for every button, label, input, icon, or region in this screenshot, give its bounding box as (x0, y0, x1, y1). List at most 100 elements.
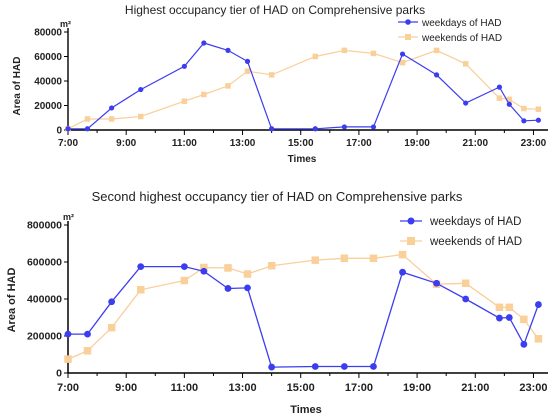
x-tick-label: 9:00 (116, 138, 136, 149)
data-point-weekends (107, 323, 116, 332)
x-axis-label: Times (290, 404, 322, 416)
chart-title: Highest occupancy tier of HAD on Compreh… (125, 3, 425, 17)
data-point-weekdays (535, 301, 542, 308)
legend-marker-weekends (407, 237, 415, 245)
unit-label: m² (60, 19, 71, 29)
x-tick-label: 19:00 (404, 138, 430, 149)
y-tick-label: 40000 (34, 77, 62, 88)
data-point-weekdays (505, 314, 513, 321)
data-point-weekends (370, 50, 377, 57)
legend-marker-weekdays (405, 19, 411, 25)
y-tick-label: 800000 (27, 220, 62, 232)
data-point-weekdays (506, 101, 512, 107)
data-point-weekdays (399, 268, 406, 276)
data-point-weekends (495, 303, 504, 312)
legend: weekdays of HAD weekends of HAD (400, 216, 522, 248)
x-tick-label: 19:00 (403, 382, 431, 394)
data-point-weekdays (109, 105, 115, 111)
data-point-weekends (311, 256, 320, 264)
legend-label-weekdays: weekdays of HAD (429, 216, 521, 228)
y-tick-label: 20000 (34, 101, 62, 112)
data-point-weekdays (370, 363, 377, 370)
x-tick-label: 15:00 (287, 382, 315, 394)
data-point-weekdays (200, 267, 208, 275)
data-point-weekends (84, 116, 91, 122)
data-point-weekdays (496, 314, 503, 322)
data-point-weekends (64, 355, 72, 363)
data-point-weekdays (64, 330, 72, 338)
data-point-weekends (83, 347, 92, 355)
y-tick-label: 600000 (27, 257, 62, 269)
data-point-weekdays (201, 40, 207, 46)
data-point-weekends (496, 95, 503, 101)
data-point-weekdays (138, 86, 144, 93)
data-point-weekdays (65, 126, 71, 132)
data-point-weekdays (312, 126, 318, 132)
data-point-weekends (521, 105, 527, 112)
data-point-weekdays (399, 51, 406, 57)
chart-top: Highest occupancy tier of HAD on Compreh… (12, 3, 548, 165)
y-axis-label: Area of HAD (6, 268, 18, 333)
data-point-weekends (369, 254, 378, 263)
data-point-weekdays (521, 118, 527, 124)
data-point-weekends (200, 263, 208, 272)
data-point-weekdays (180, 263, 188, 271)
data-point-weekends (268, 72, 275, 78)
x-tick-label: 17:00 (346, 138, 372, 149)
data-point-weekdays (244, 284, 251, 292)
data-point-weekends (461, 279, 470, 288)
y-tick-label: 80000 (34, 28, 62, 39)
x-tick-label: 17:00 (345, 382, 373, 394)
data-point-weekends (398, 250, 407, 259)
data-point-weekdays (520, 340, 528, 348)
data-point-weekdays (535, 117, 542, 123)
x-tick-label: 11:00 (172, 138, 197, 149)
data-point-weekends (506, 96, 513, 103)
data-point-weekends (267, 261, 276, 270)
x-tick-label: 9:00 (115, 382, 137, 394)
x-tick-label: 23:00 (521, 138, 547, 149)
data-point-weekends (505, 303, 514, 312)
data-point-weekends (534, 335, 543, 343)
data-point-weekends (341, 47, 348, 54)
data-point-weekends (201, 91, 207, 98)
data-point-weekends (535, 106, 542, 112)
data-point-weekdays (84, 330, 91, 338)
data-point-weekdays (433, 72, 440, 78)
legend-marker-weekends (405, 34, 411, 40)
data-point-weekends (340, 254, 349, 263)
data-point-weekdays (370, 124, 377, 130)
data-point-weekends (520, 315, 528, 324)
y-axis-label: Area of HAD (12, 57, 23, 116)
data-point-weekends (108, 116, 115, 122)
data-point-weekends (180, 276, 189, 285)
x-tick-label: 7:00 (57, 382, 79, 394)
data-point-weekdays (341, 124, 347, 130)
data-point-weekdays (340, 363, 348, 370)
data-point-weekdays (244, 58, 251, 64)
data-point-weekends (243, 270, 252, 278)
x-tick-label: 21:00 (462, 138, 488, 149)
legend-label-weekends: weekends of HAD (429, 236, 522, 248)
y-tick-label: 0 (56, 368, 62, 380)
data-point-weekdays (225, 47, 231, 53)
data-point-weekdays (181, 63, 187, 69)
x-tick-label: 13:00 (230, 138, 256, 149)
chart-bottom: Second highest occupancy tier of HAD on … (6, 189, 548, 416)
data-point-weekends (244, 68, 251, 74)
x-tick-label: 15:00 (288, 138, 314, 149)
data-point-weekends (225, 83, 231, 89)
unit-label: m² (63, 212, 74, 222)
data-point-weekdays (462, 295, 470, 303)
series-line-weekends (67, 253, 539, 360)
x-tick-label: 21:00 (461, 382, 489, 394)
data-point-weekends (181, 98, 188, 104)
data-point-weekdays (108, 298, 116, 306)
x-tick-label: 7:00 (58, 138, 78, 149)
legend-marker-weekdays (407, 217, 415, 225)
legend-label-weekends: weekends of HAD (421, 33, 502, 44)
x-tick-label: 23:00 (519, 382, 547, 394)
data-point-weekdays (311, 363, 319, 370)
y-tick-label: 200000 (27, 331, 62, 343)
